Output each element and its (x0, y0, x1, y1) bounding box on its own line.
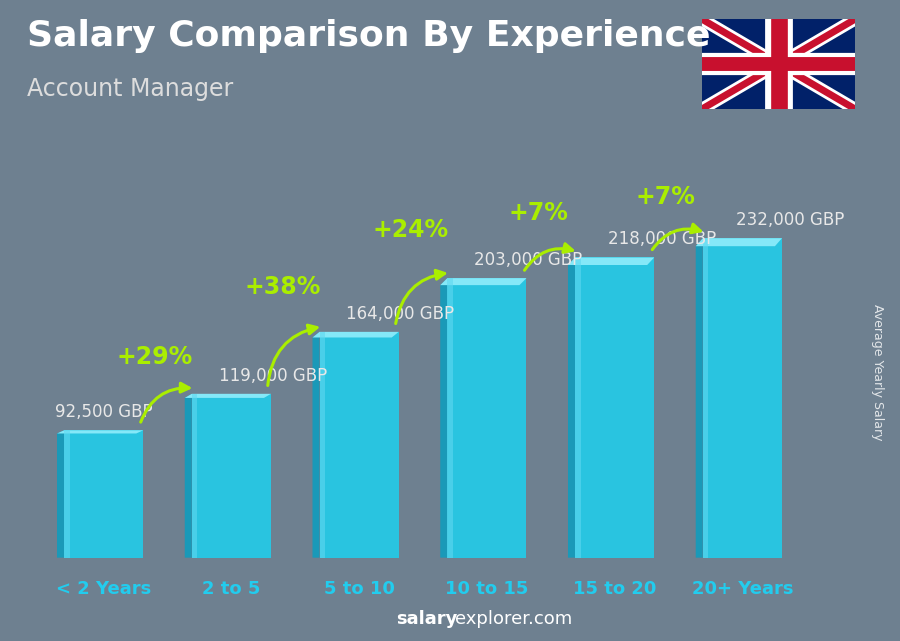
Text: 5 to 10: 5 to 10 (324, 580, 394, 598)
Bar (64, 430, 69, 558)
Text: 10 to 15: 10 to 15 (446, 580, 528, 598)
Bar (447, 278, 526, 558)
Polygon shape (57, 430, 143, 433)
Text: 203,000 GBP: 203,000 GBP (474, 251, 582, 269)
Text: +7%: +7% (508, 201, 568, 225)
Polygon shape (440, 278, 526, 285)
Text: +7%: +7% (635, 185, 696, 210)
Text: +38%: +38% (244, 275, 320, 299)
Text: explorer.com: explorer.com (454, 610, 572, 628)
Polygon shape (696, 238, 703, 558)
Bar (447, 278, 453, 558)
Text: salary: salary (396, 610, 457, 628)
Polygon shape (312, 332, 319, 558)
Text: +24%: +24% (373, 218, 448, 242)
Bar (192, 394, 271, 558)
Bar (64, 430, 143, 558)
Text: 232,000 GBP: 232,000 GBP (736, 211, 844, 229)
Text: 119,000 GBP: 119,000 GBP (219, 367, 327, 385)
Bar (320, 332, 399, 558)
Bar (192, 394, 197, 558)
Polygon shape (440, 278, 447, 558)
Bar (320, 332, 325, 558)
Text: < 2 Years: < 2 Years (56, 580, 151, 598)
Text: +29%: +29% (117, 345, 193, 369)
Polygon shape (568, 258, 654, 265)
Polygon shape (568, 258, 575, 558)
Polygon shape (57, 430, 64, 558)
Bar (575, 258, 654, 558)
Polygon shape (696, 238, 782, 246)
Bar (703, 238, 708, 558)
Text: 92,500 GBP: 92,500 GBP (55, 403, 153, 421)
Text: 218,000 GBP: 218,000 GBP (608, 230, 716, 248)
Text: Average Yearly Salary: Average Yearly Salary (871, 304, 884, 440)
Bar (575, 258, 580, 558)
Text: 164,000 GBP: 164,000 GBP (346, 304, 454, 322)
Text: 15 to 20: 15 to 20 (573, 580, 656, 598)
Polygon shape (312, 332, 399, 338)
Text: 2 to 5: 2 to 5 (202, 580, 261, 598)
Text: Salary Comparison By Experience: Salary Comparison By Experience (27, 19, 710, 53)
Bar (703, 238, 782, 558)
Text: Account Manager: Account Manager (27, 77, 233, 101)
Text: 20+ Years: 20+ Years (691, 580, 793, 598)
Polygon shape (184, 394, 192, 558)
Polygon shape (184, 394, 271, 398)
